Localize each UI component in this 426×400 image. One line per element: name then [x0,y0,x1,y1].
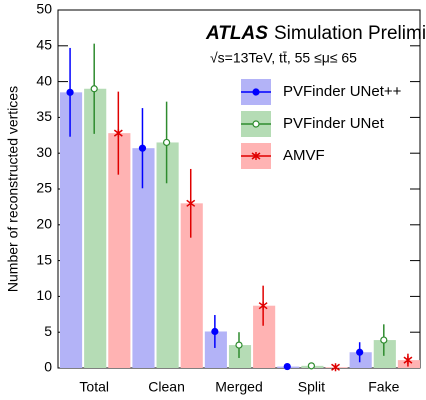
marker [380,336,388,344]
y-tick-label: 50 [36,1,52,17]
marker [403,356,413,365]
marker [186,199,196,208]
marker [258,301,268,310]
y-tick-label: 10 [36,287,52,303]
bar [373,340,396,368]
x-tick-label: Merged [215,379,262,395]
marker [66,88,74,96]
y-tick-label: 20 [36,216,52,232]
bar [253,305,276,368]
marker [251,152,261,160]
bar [84,88,107,368]
y-tick-label: 25 [36,180,52,196]
y-tick-label: 35 [36,108,52,124]
marker [235,341,243,349]
marker [252,120,260,128]
legend-label: PVFinder UNet [283,115,385,132]
bar [132,148,155,368]
chart-title: ATLAS [205,23,268,44]
marker [90,85,98,93]
legend-label: AMVF [283,147,325,164]
chart-subtitle: Simulation Preliminary [274,23,426,44]
marker [163,138,171,147]
marker [211,327,219,336]
x-tick-label: Total [79,379,109,395]
bar [349,352,372,368]
y-tick-label: 30 [36,144,52,160]
x-tick-label: Clean [148,379,185,395]
y-tick-label: 0 [44,359,52,375]
bar [60,92,83,368]
legend-label: PVFinder UNet++ [283,83,402,100]
bar [204,331,227,368]
bar [180,203,203,368]
y-tick-label: 40 [36,72,52,88]
bar [228,345,252,368]
y-tick-label: 45 [36,37,52,53]
x-tick-label: Fake [368,379,399,395]
bar [156,142,179,368]
marker [356,348,364,356]
marker [283,362,291,371]
annotation: √s=13TeV, tt̄, 55 ≤μ≤ 65 [210,50,357,66]
marker [307,362,315,370]
marker [331,363,340,372]
bar [397,360,420,368]
marker [252,88,260,96]
marker [113,129,123,138]
x-tick-label: Split [298,379,325,395]
marker [138,144,147,152]
y-axis-label: Number of reconstructed vertices [5,86,21,292]
y-tick-label: 15 [36,251,52,267]
y-tick-label: 5 [44,323,52,339]
bar [108,133,131,368]
